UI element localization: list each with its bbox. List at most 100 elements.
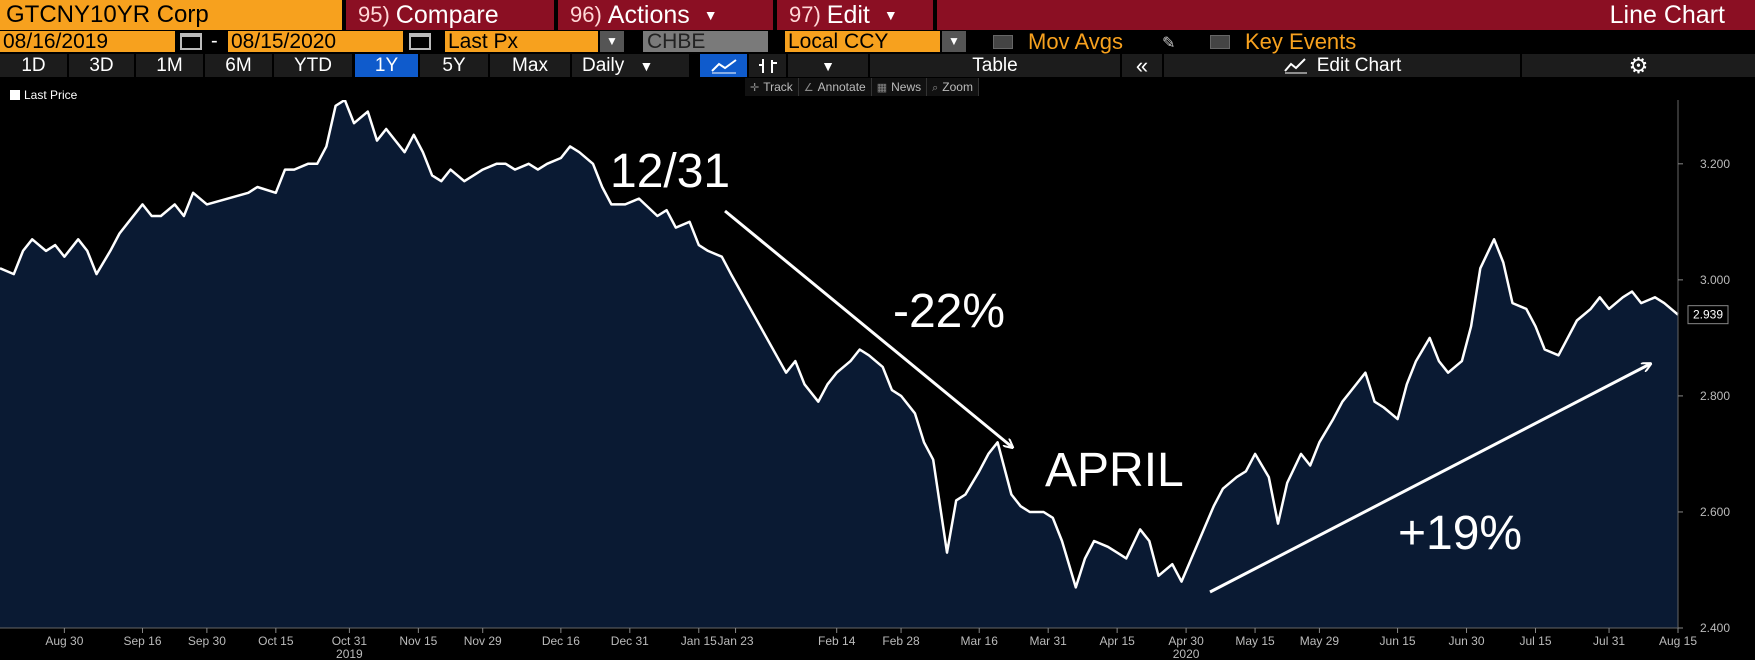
chart-style-dropdown[interactable]: ▼ <box>788 54 868 77</box>
table-button[interactable]: Table <box>870 54 1120 77</box>
y-tick-label: 3.000 <box>1700 273 1730 287</box>
annotate-label: Annotate <box>817 80 866 94</box>
end-date-field[interactable]: 08/15/2020 <box>228 31 403 52</box>
compare-number: 95) <box>358 2 390 27</box>
y-tick-label: 2.400 <box>1700 621 1730 635</box>
start-date-field[interactable]: 08/16/2019 <box>0 31 175 52</box>
track-tool[interactable]: ✛ Track <box>745 78 799 96</box>
bar-chart-icon[interactable] <box>749 54 786 77</box>
top-menu-bar: GTCNY10YR Corp 95) Compare 96) Actions ▼… <box>0 0 1755 30</box>
chart-legend: Last Price <box>10 88 77 102</box>
edit-chart-icon <box>1283 58 1307 74</box>
period-3d[interactable]: 3D <box>69 54 134 77</box>
x-tick-label: Aug 30 <box>45 634 83 648</box>
year-label: 2020 <box>1173 647 1200 660</box>
news-icon: ▦ <box>876 82 888 94</box>
x-tick-label: Mar 16 <box>961 634 999 648</box>
period-ytd[interactable]: YTD <box>274 54 352 77</box>
period-max[interactable]: Max <box>490 54 570 77</box>
track-label: Track <box>763 80 793 94</box>
frequency-select[interactable]: Daily ▼ <box>572 54 689 77</box>
chart-type-title: Line Chart <box>937 0 1755 30</box>
x-tick-label: Feb 28 <box>882 634 920 648</box>
news-label: News <box>891 80 922 94</box>
chart-tools-bar: ✛ Track ∠ Annotate ▦ News ⌕ Zoom <box>745 78 979 96</box>
x-tick-label: Jan 15 <box>681 634 717 648</box>
price-chart[interactable]: 3.200 3.000 2.800 2.600 2.400 2.939 Aug 30 Sep… <box>0 100 1755 660</box>
compare-button[interactable]: 95) Compare <box>346 0 554 30</box>
edit-label: Edit <box>826 1 870 29</box>
x-tick-label: May 15 <box>1235 634 1275 648</box>
annotation-month: APRIL <box>1045 444 1184 497</box>
x-tick-label: Oct 15 <box>258 634 294 648</box>
last-value-label: 2.939 <box>1693 308 1723 322</box>
x-tick-label: Jun 15 <box>1380 634 1416 648</box>
line-chart-icon[interactable] <box>700 54 747 77</box>
x-tick-label: Sep 16 <box>123 634 161 648</box>
period-5y[interactable]: 5Y <box>420 54 488 77</box>
period-6m[interactable]: 6M <box>205 54 272 77</box>
calendar-icon[interactable] <box>180 33 202 50</box>
edit-menu[interactable]: 97) Edit ▼ <box>777 0 933 30</box>
x-tick-label: Aug 15 <box>1659 634 1697 648</box>
news-tool[interactable]: ▦ News <box>872 78 928 96</box>
x-tick-label: Mar 31 <box>1029 634 1067 648</box>
field-select[interactable]: Last Px <box>445 31 598 52</box>
annotation-gain: +19% <box>1398 507 1523 560</box>
legend-swatch <box>10 90 20 100</box>
collapse-icon[interactable]: « <box>1122 54 1162 77</box>
zoom-label: Zoom <box>942 80 973 94</box>
chevron-down-icon: ▼ <box>639 58 654 74</box>
pencil-icon[interactable]: ✎ <box>1162 35 1176 52</box>
frequency-label: Daily <box>582 55 625 76</box>
currency-select[interactable]: Local CCY <box>785 31 940 52</box>
decline-arrow <box>724 209 1012 447</box>
x-tick-label: Apr 15 <box>1099 634 1135 648</box>
ticker-field[interactable]: GTCNY10YR Corp <box>0 0 342 30</box>
x-tick-label: Apr 30 <box>1168 634 1204 648</box>
x-tick-label: Nov 29 <box>464 634 502 648</box>
x-tick-label: Feb 14 <box>818 634 856 648</box>
period-bar: 1D 3D 1M 6M YTD 1Y 5Y Max Daily ▼ ▼ Tabl… <box>0 54 1755 77</box>
annotation-date: 12/31 <box>610 145 731 198</box>
mov-avgs-label: Mov Avgs <box>1028 29 1123 54</box>
actions-menu[interactable]: 96) Actions ▼ <box>558 0 773 30</box>
period-1y[interactable]: 1Y <box>355 54 418 77</box>
period-1m[interactable]: 1M <box>136 54 203 77</box>
year-label: 2019 <box>336 647 363 660</box>
y-tick-label: 3.200 <box>1700 157 1730 171</box>
annotation-decline: -22% <box>893 285 1006 338</box>
y-tick-label: 2.600 <box>1700 505 1730 519</box>
x-tick-label: Jul 15 <box>1519 634 1551 648</box>
x-tick-label: Oct 31 <box>332 634 368 648</box>
date-separator: - <box>211 30 218 52</box>
x-tick-label: Dec 31 <box>611 634 649 648</box>
zoom-tool[interactable]: ⌕ Zoom <box>927 78 979 96</box>
key-events-label: Key Events <box>1245 29 1357 54</box>
edit-chart-button[interactable]: Edit Chart <box>1164 54 1520 77</box>
x-tick-label: Jul 31 <box>1593 634 1625 648</box>
source-field[interactable]: CHBE <box>643 31 768 52</box>
search-icon: ⌕ <box>932 82 939 94</box>
chevron-down-icon[interactable]: ▼ <box>942 31 966 52</box>
edit-number: 97) <box>789 2 821 27</box>
chevron-down-icon: ▼ <box>703 7 718 23</box>
crosshair-icon: ✛ <box>750 82 760 94</box>
chevron-down-icon: ▼ <box>821 58 835 74</box>
price-line <box>0 100 1679 589</box>
chevron-down-icon: ▼ <box>883 7 898 23</box>
x-tick-label: Sep 30 <box>188 634 226 648</box>
calendar-icon[interactable] <box>409 33 431 50</box>
x-tick-label: Nov 15 <box>399 634 437 648</box>
period-1d[interactable]: 1D <box>0 54 67 77</box>
annotate-tool[interactable]: ∠ Annotate <box>799 78 872 96</box>
mov-avgs-checkbox[interactable] <box>993 35 1013 49</box>
actions-label: Actions <box>607 1 690 29</box>
last-value-box <box>1687 305 1729 325</box>
edit-chart-label: Edit Chart <box>1316 55 1402 76</box>
chevron-down-icon[interactable]: ▼ <box>600 31 624 52</box>
key-events-checkbox[interactable] <box>1210 35 1230 49</box>
gain-arrow <box>1209 364 1650 594</box>
gear-icon[interactable]: ⚙ <box>1522 54 1755 77</box>
actions-number: 96) <box>570 2 602 27</box>
